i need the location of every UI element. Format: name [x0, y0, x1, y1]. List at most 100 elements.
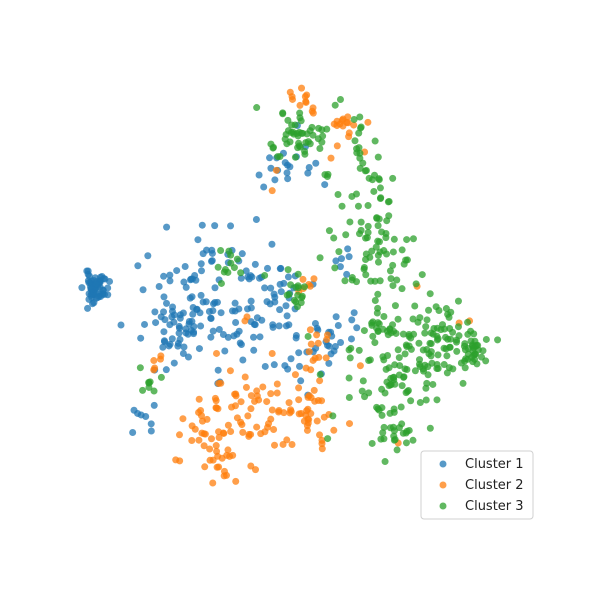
data-point: [93, 287, 100, 295]
data-point: [284, 266, 292, 274]
data-point: [296, 109, 304, 117]
data-point: [354, 202, 362, 210]
data-point: [373, 324, 381, 332]
data-point: [425, 306, 433, 314]
data-point: [84, 304, 92, 312]
data-point: [312, 159, 320, 167]
data-point: [284, 273, 292, 281]
data-point: [386, 409, 394, 417]
data-point: [287, 355, 295, 363]
data-point: [434, 351, 442, 359]
data-point: [170, 359, 178, 367]
data-point: [179, 349, 187, 357]
data-point: [217, 309, 225, 317]
data-point: [137, 334, 145, 342]
data-point: [200, 442, 208, 450]
data-point: [284, 116, 292, 124]
data-point: [306, 326, 314, 334]
data-point: [362, 256, 370, 264]
data-point: [453, 336, 460, 344]
data-point: [184, 353, 192, 361]
data-point: [209, 327, 217, 335]
data-point: [235, 305, 243, 313]
data-point: [389, 261, 397, 269]
legend-label-cluster-1: Cluster 1: [465, 457, 524, 472]
data-point: [144, 252, 152, 260]
data-point: [316, 371, 324, 379]
data-point: [364, 202, 372, 210]
data-point: [355, 346, 363, 354]
data-point: [457, 359, 465, 367]
data-point: [134, 262, 142, 270]
data-point: [253, 423, 261, 431]
data-point: [209, 456, 217, 464]
data-point: [267, 284, 275, 292]
data-point: [447, 335, 455, 343]
data-point: [375, 238, 383, 246]
data-point: [380, 313, 388, 321]
data-point: [279, 110, 287, 118]
data-point: [365, 174, 373, 182]
data-point: [214, 263, 222, 271]
data-point: [298, 84, 306, 92]
data-point: [416, 314, 424, 322]
data-point: [423, 316, 431, 324]
data-point: [433, 365, 441, 373]
data-point: [90, 299, 98, 307]
data-point: [285, 399, 293, 407]
data-point: [394, 315, 402, 323]
data-point: [160, 293, 168, 301]
data-point: [398, 382, 406, 390]
data-point: [297, 299, 305, 307]
data-point: [267, 390, 275, 398]
data-point: [384, 198, 392, 206]
data-point: [284, 175, 292, 183]
data-point: [268, 406, 276, 414]
data-point: [281, 135, 289, 143]
data-point: [336, 263, 344, 271]
data-point: [459, 379, 467, 387]
data-point: [316, 145, 324, 153]
data-point: [182, 283, 190, 291]
data-point: [368, 439, 376, 447]
data-point: [438, 321, 446, 329]
data-point: [205, 307, 213, 315]
data-point: [302, 98, 310, 106]
data-point: [346, 218, 354, 226]
data-point: [85, 279, 93, 287]
data-point: [291, 153, 299, 161]
data-point: [211, 222, 219, 230]
data-point: [197, 406, 205, 414]
data-point: [430, 325, 438, 333]
data-point: [381, 458, 389, 466]
data-point: [346, 354, 354, 362]
data-point: [442, 345, 450, 353]
data-point: [292, 334, 300, 342]
data-point: [207, 435, 215, 443]
data-point: [453, 347, 461, 355]
data-point: [139, 286, 147, 294]
data-point: [401, 365, 409, 373]
data-point: [389, 174, 397, 182]
data-point: [424, 363, 432, 371]
data-point: [241, 317, 249, 325]
data-point: [443, 352, 451, 360]
data-point: [375, 176, 383, 184]
data-point: [324, 435, 332, 443]
data-point: [239, 428, 247, 436]
data-point: [404, 387, 412, 395]
data-point: [454, 297, 462, 305]
data-point: [304, 169, 312, 177]
data-point: [350, 115, 358, 123]
data-point: [311, 354, 319, 362]
data-point: [197, 260, 205, 268]
data-point: [253, 104, 261, 112]
data-point: [372, 243, 380, 251]
data-point: [93, 278, 101, 286]
data-point: [160, 328, 168, 336]
data-point: [163, 299, 171, 307]
data-point: [182, 325, 190, 333]
data-point: [283, 291, 291, 299]
data-point: [290, 296, 298, 304]
data-point: [179, 415, 187, 423]
